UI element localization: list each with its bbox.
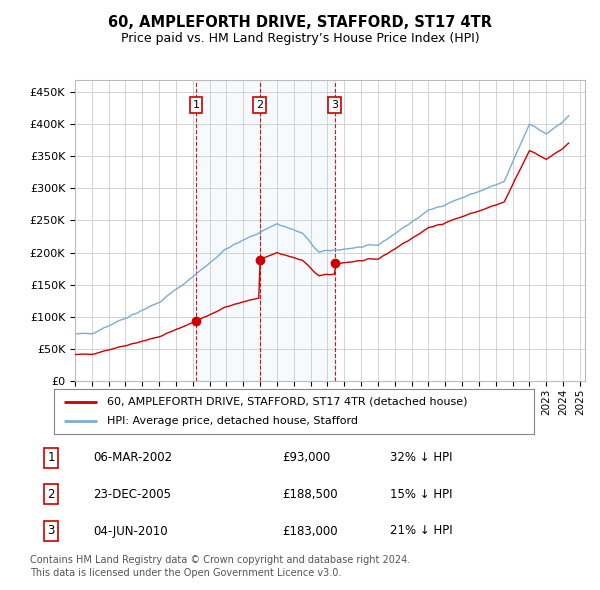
Text: £183,000: £183,000 [282, 525, 338, 537]
Text: 15% ↓ HPI: 15% ↓ HPI [390, 488, 452, 501]
Text: 06-MAR-2002: 06-MAR-2002 [93, 451, 172, 464]
Text: £188,500: £188,500 [282, 488, 338, 501]
Text: This data is licensed under the Open Government Licence v3.0.: This data is licensed under the Open Gov… [30, 568, 341, 578]
Text: 1: 1 [193, 100, 199, 110]
Text: 21% ↓ HPI: 21% ↓ HPI [390, 525, 452, 537]
Text: 04-JUN-2010: 04-JUN-2010 [93, 525, 167, 537]
Bar [260, 80, 335, 381]
Text: £93,000: £93,000 [282, 451, 330, 464]
Text: 60, AMPLEFORTH DRIVE, STAFFORD, ST17 4TR: 60, AMPLEFORTH DRIVE, STAFFORD, ST17 4TR [108, 15, 492, 30]
Text: 23-DEC-2005: 23-DEC-2005 [93, 488, 171, 501]
Text: 3: 3 [47, 525, 55, 537]
Text: 3: 3 [331, 100, 338, 110]
Text: 2: 2 [47, 488, 55, 501]
Text: 1: 1 [47, 451, 55, 464]
Text: 32% ↓ HPI: 32% ↓ HPI [390, 451, 452, 464]
Text: Price paid vs. HM Land Registry’s House Price Index (HPI): Price paid vs. HM Land Registry’s House … [121, 32, 479, 45]
Text: 60, AMPLEFORTH DRIVE, STAFFORD, ST17 4TR (detached house): 60, AMPLEFORTH DRIVE, STAFFORD, ST17 4TR… [107, 397, 467, 407]
Text: Contains HM Land Registry data © Crown copyright and database right 2024.: Contains HM Land Registry data © Crown c… [30, 555, 410, 565]
Bar [196, 80, 260, 381]
Text: 2: 2 [256, 100, 263, 110]
Text: HPI: Average price, detached house, Stafford: HPI: Average price, detached house, Staf… [107, 417, 358, 426]
